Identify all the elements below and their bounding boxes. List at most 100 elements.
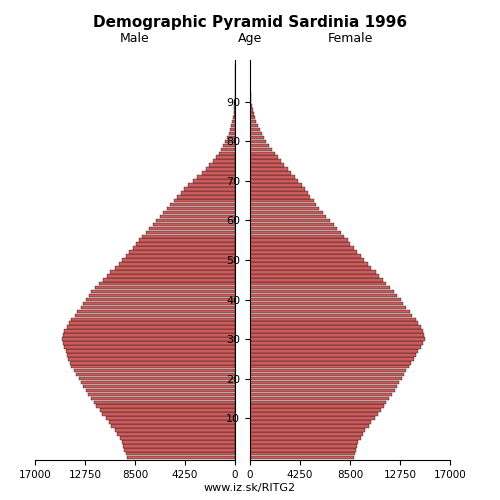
Bar — [250, 294, 397, 298]
Bar — [126, 254, 235, 258]
Bar — [100, 408, 235, 412]
Bar — [250, 436, 360, 440]
Bar — [250, 211, 323, 214]
Bar — [250, 270, 376, 274]
Bar — [250, 456, 354, 460]
Bar — [86, 298, 235, 302]
Bar — [95, 286, 235, 290]
Bar — [250, 242, 350, 246]
Bar — [250, 365, 409, 368]
Bar — [92, 396, 235, 400]
Bar — [221, 148, 235, 151]
Bar — [170, 203, 235, 206]
Bar — [250, 290, 394, 294]
Bar — [250, 187, 306, 190]
Bar — [146, 230, 235, 234]
Bar — [250, 432, 363, 436]
Bar — [250, 183, 302, 186]
Bar — [250, 203, 316, 206]
Bar — [132, 246, 235, 250]
Bar — [250, 369, 406, 372]
Bar — [250, 353, 416, 356]
Bar — [250, 334, 424, 337]
Bar — [250, 357, 414, 360]
Bar — [250, 218, 330, 222]
Bar — [250, 404, 384, 408]
Bar — [63, 341, 235, 345]
Bar — [184, 187, 235, 190]
Bar — [72, 318, 235, 321]
Bar — [227, 136, 235, 139]
Bar — [250, 254, 360, 258]
Bar — [250, 361, 411, 364]
Bar — [98, 282, 235, 286]
Bar — [64, 330, 235, 333]
Bar — [250, 250, 357, 254]
Bar — [250, 207, 320, 210]
Bar — [102, 412, 235, 416]
Text: Female: Female — [328, 32, 372, 45]
Bar — [152, 222, 235, 226]
Bar — [123, 444, 235, 448]
Bar — [202, 172, 235, 175]
Bar — [250, 160, 280, 163]
Bar — [64, 345, 235, 348]
Bar — [209, 164, 235, 167]
Bar — [229, 132, 235, 136]
Text: Male: Male — [120, 32, 150, 45]
Bar — [160, 214, 235, 218]
Bar — [250, 420, 371, 424]
Bar — [106, 416, 235, 420]
Bar — [124, 448, 235, 452]
Bar — [250, 448, 356, 452]
Bar — [250, 302, 403, 306]
Bar — [250, 234, 344, 238]
Bar — [67, 353, 235, 356]
Bar — [138, 238, 235, 242]
Bar — [250, 388, 394, 392]
Bar — [250, 322, 418, 325]
Bar — [250, 152, 274, 155]
Bar — [234, 112, 235, 116]
Bar — [83, 302, 235, 306]
Bar — [250, 412, 378, 416]
Bar — [107, 274, 235, 278]
Bar — [115, 266, 235, 270]
Bar — [122, 258, 235, 262]
Bar — [149, 226, 235, 230]
Bar — [230, 128, 235, 132]
Bar — [250, 100, 252, 103]
Bar — [250, 310, 410, 313]
Bar — [250, 96, 251, 100]
Bar — [81, 381, 235, 384]
Bar — [206, 168, 235, 171]
Bar — [250, 168, 288, 171]
Bar — [250, 128, 260, 132]
Bar — [250, 338, 426, 341]
Bar — [250, 195, 310, 198]
Bar — [92, 290, 235, 294]
Bar — [250, 199, 314, 202]
Bar — [250, 326, 420, 329]
Bar — [68, 357, 235, 360]
Bar — [234, 108, 235, 112]
Bar — [250, 266, 371, 270]
Bar — [120, 436, 235, 440]
Bar — [89, 294, 235, 298]
Bar — [223, 144, 235, 147]
Bar — [250, 318, 416, 321]
Bar — [62, 338, 235, 341]
Bar — [81, 306, 235, 309]
Bar — [250, 156, 278, 159]
Bar — [250, 428, 366, 432]
Bar — [167, 207, 235, 210]
Bar — [216, 156, 235, 159]
Bar — [232, 120, 235, 124]
Bar — [232, 124, 235, 128]
Bar — [103, 278, 235, 281]
Bar — [122, 440, 235, 444]
Bar — [86, 388, 235, 392]
Bar — [75, 314, 235, 317]
Bar — [250, 164, 284, 167]
Bar — [70, 361, 235, 364]
